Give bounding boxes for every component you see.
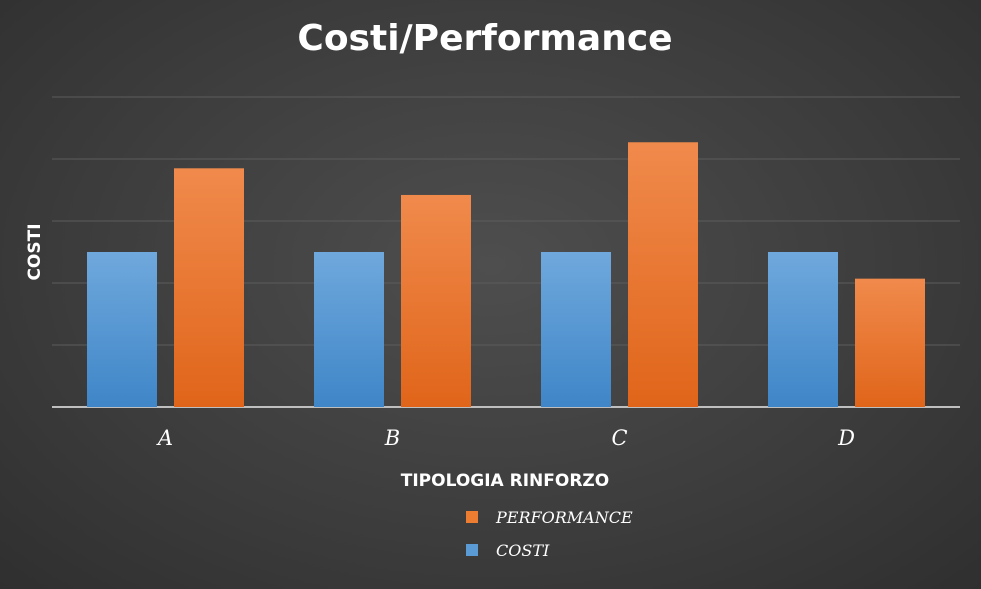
legend-label-costi: COSTI (496, 541, 550, 560)
y-axis-title: COSTI (25, 223, 45, 280)
bar-performance-b (401, 194, 471, 407)
bars (87, 142, 925, 407)
bar-performance-d (855, 278, 925, 407)
bar-performance-a (174, 168, 244, 407)
x-tick-labels: A B C D (156, 426, 855, 450)
bar-costi-c (541, 252, 611, 407)
x-axis-title: TIPOLOGIA RINFORZO (401, 471, 609, 491)
legend-swatch-costi (466, 544, 478, 556)
legend: PERFORMANCE COSTI (466, 508, 633, 560)
x-tick-label: D (837, 426, 855, 450)
x-tick-label: A (156, 426, 173, 450)
bar-costi-b (314, 252, 384, 407)
bar-performance-c (628, 142, 698, 407)
bar-costi-a (87, 252, 157, 407)
x-tick-label: C (611, 426, 627, 450)
chart-title: Costi/Performance (297, 18, 672, 59)
x-tick-label: B (384, 426, 400, 450)
legend-label-performance: PERFORMANCE (495, 508, 633, 527)
legend-swatch-performance (466, 511, 478, 523)
bar-costi-d (768, 252, 838, 407)
